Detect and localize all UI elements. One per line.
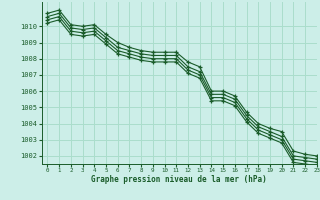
X-axis label: Graphe pression niveau de la mer (hPa): Graphe pression niveau de la mer (hPa)	[91, 175, 267, 184]
